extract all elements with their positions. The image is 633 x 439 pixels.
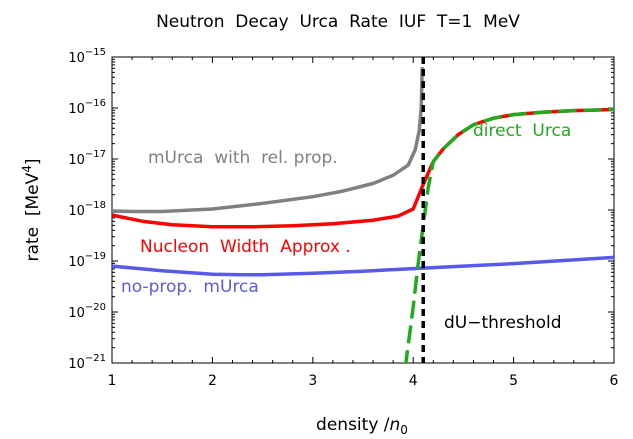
x-axis-label-symbol: n <box>390 415 401 435</box>
y-tick-label-exponent: −18 <box>85 200 106 211</box>
annotation-murca-rel-prop: mUrca with rel. prop. <box>148 148 338 168</box>
y-tick-label-base: 10 <box>68 102 85 117</box>
y-axis-label-end: ] <box>23 158 43 165</box>
y-axis-label: rate [MeV4] <box>20 158 43 261</box>
y-tick-label-base: 10 <box>68 306 85 321</box>
x-axis-label-subscript: 0 <box>400 423 408 437</box>
x-axis-label-text: density / <box>316 415 390 435</box>
annotation-nucleon-width: Nucleon Width Approx . <box>140 237 351 257</box>
y-tick-label-base: 10 <box>68 51 85 66</box>
series-lines <box>112 67 614 363</box>
y-tick-label-base: 10 <box>68 357 85 372</box>
y-tick-label: 10−20 <box>68 302 106 321</box>
y-tick-label: 10−19 <box>68 251 106 270</box>
y-tick-label-base: 10 <box>68 255 85 270</box>
y-tick-label: 10−15 <box>68 47 106 66</box>
x-tick-label: 2 <box>208 373 217 389</box>
y-tick-label-exponent: −16 <box>85 98 106 109</box>
x-axis-label: density /n0 <box>316 415 408 437</box>
series-line-0 <box>112 67 424 214</box>
y-tick-label-exponent: −19 <box>85 251 106 262</box>
y-tick-label-exponent: −21 <box>85 353 106 364</box>
y-tick-label: 10−17 <box>68 149 106 168</box>
y-tick-label-base: 10 <box>68 153 85 168</box>
annotation-du-threshold: dU−threshold <box>444 313 562 333</box>
series-line-2 <box>112 255 614 277</box>
y-axis-label-text: rate [MeV <box>23 172 43 261</box>
y-tick-label: 10−18 <box>68 200 106 219</box>
x-tick-label: 4 <box>409 373 418 389</box>
x-tick-label: 3 <box>308 373 317 389</box>
y-tick-label: 10−16 <box>68 98 106 117</box>
x-axis-ticks: 1 2 3 4 5 6 <box>108 57 619 389</box>
annotation-direct-urca: direct Urca <box>473 121 571 141</box>
chart-title: Neutron Decay Urca Rate IUF T=1 MeV <box>156 12 520 32</box>
x-tick-label: 6 <box>610 373 619 389</box>
y-tick-label-exponent: −15 <box>85 47 106 58</box>
x-tick-label: 5 <box>509 373 518 389</box>
y-tick-label-exponent: −17 <box>85 149 106 160</box>
series-line-3 <box>404 107 614 363</box>
y-tick-label: 10−21 <box>68 353 106 372</box>
annotation-no-prop-murca: no-prop. mUrca <box>121 277 259 297</box>
x-tick-label: 1 <box>108 373 117 389</box>
y-axis-label-superscript: 4 <box>20 165 34 173</box>
y-tick-label-base: 10 <box>68 204 85 219</box>
y-tick-label-exponent: −20 <box>85 302 106 313</box>
